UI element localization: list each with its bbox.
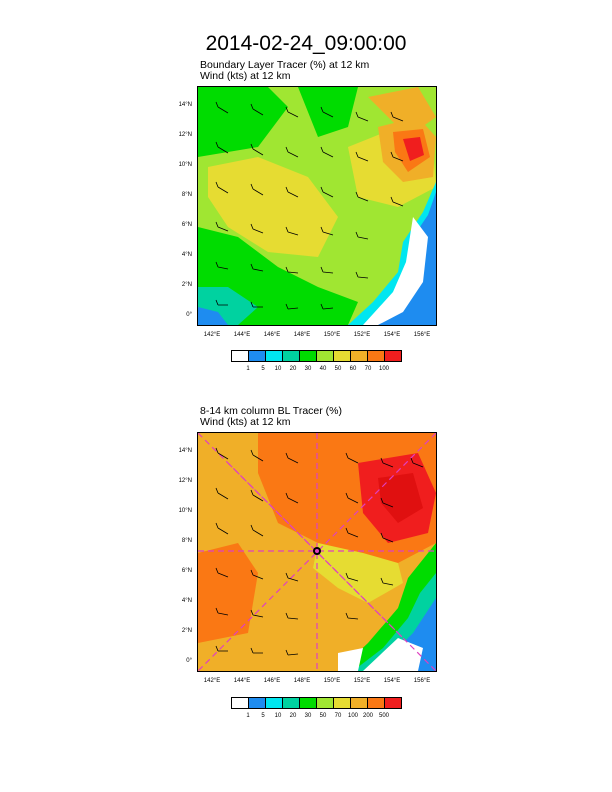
colorbar-label: 1 — [246, 366, 250, 372]
lat-tick: 4°N — [181, 598, 192, 604]
lat-tick: 0° — [186, 658, 192, 664]
lon-tick: 148°E — [293, 332, 311, 338]
lat-tick: 4°N — [181, 252, 192, 258]
lat-tick: 12°N — [178, 478, 192, 484]
lat-tick: 14°N — [178, 102, 192, 108]
color-swatch — [350, 350, 368, 362]
lat-tick: 2°N — [181, 628, 192, 634]
color-swatch — [333, 350, 351, 362]
lon-tick: 146°E — [263, 332, 281, 338]
color-swatch — [231, 697, 249, 709]
top-map — [197, 86, 437, 326]
lon-tick: 154°E — [383, 332, 401, 338]
color-swatch — [248, 350, 266, 362]
color-swatch — [333, 697, 351, 709]
colorbar-label: 5 — [261, 366, 265, 372]
lat-tick: 14°N — [178, 448, 192, 454]
lat-tick: 8°N — [181, 192, 192, 198]
color-swatch — [367, 697, 385, 709]
colorbar-label: 10 — [274, 366, 282, 372]
color-swatch — [265, 697, 283, 709]
lat-tick: 10°N — [178, 508, 192, 514]
lat-tick: 0° — [186, 312, 192, 318]
lon-tick: 156°E — [413, 332, 431, 338]
colorbar-label: 500 — [378, 713, 389, 719]
lon-tick: 152°E — [353, 332, 371, 338]
colorbar-label: 60 — [349, 366, 357, 372]
colorbar-label: 1 — [246, 713, 250, 719]
top-colorbar — [231, 350, 402, 362]
lon-tick: 150°E — [323, 332, 341, 338]
colorbar-label: 100 — [378, 366, 389, 372]
lon-tick: 156°E — [413, 678, 431, 684]
lon-tick: 144°E — [233, 678, 251, 684]
colorbar-label: 70 — [334, 713, 342, 719]
color-swatch — [316, 350, 334, 362]
colorbar-label: 50 — [334, 366, 342, 372]
lon-tick: 148°E — [293, 678, 311, 684]
color-swatch — [231, 350, 249, 362]
color-swatch — [248, 697, 266, 709]
lon-tick: 142°E — [203, 332, 221, 338]
color-swatch — [367, 350, 385, 362]
bottom-colorbar — [231, 697, 402, 709]
colorbar-label: 40 — [319, 366, 327, 372]
color-swatch — [265, 350, 283, 362]
color-swatch — [384, 697, 402, 709]
colorbar-label: 20 — [289, 366, 297, 372]
color-swatch — [282, 350, 300, 362]
color-swatch — [299, 697, 317, 709]
lat-tick: 2°N — [181, 282, 192, 288]
lat-tick: 10°N — [178, 162, 192, 168]
colorbar-label: 5 — [261, 713, 265, 719]
bottom-panel-subtitle: Wind (kts) at 12 km — [200, 416, 291, 428]
bottom-map — [197, 432, 437, 672]
colorbar-label: 30 — [304, 366, 312, 372]
colorbar-label: 20 — [289, 713, 297, 719]
page-title: 2014-02-24_09:00:00 — [205, 32, 407, 55]
bottom-panel-title: 8-14 km column BL Tracer (%) — [200, 405, 342, 417]
color-swatch — [350, 697, 368, 709]
colorbar-label: 50 — [319, 713, 327, 719]
colorbar-label: 10 — [274, 713, 282, 719]
colorbar-label: 100 — [347, 713, 358, 719]
top-panel-title: Boundary Layer Tracer (%) at 12 km — [200, 59, 370, 71]
color-swatch — [384, 350, 402, 362]
lat-tick: 12°N — [178, 132, 192, 138]
color-swatch — [299, 350, 317, 362]
lat-tick: 6°N — [181, 222, 192, 228]
lon-tick: 142°E — [203, 678, 221, 684]
lon-tick: 154°E — [383, 678, 401, 684]
color-swatch — [282, 697, 300, 709]
top-panel-subtitle: Wind (kts) at 12 km — [200, 70, 291, 82]
colorbar-label: 200 — [362, 713, 373, 719]
lat-tick: 6°N — [181, 568, 192, 574]
lon-tick: 150°E — [323, 678, 341, 684]
lon-tick: 146°E — [263, 678, 281, 684]
lat-tick: 8°N — [181, 538, 192, 544]
lon-tick: 152°E — [353, 678, 371, 684]
lon-tick: 144°E — [233, 332, 251, 338]
colorbar-label: 70 — [364, 366, 372, 372]
colorbar-label: 30 — [304, 713, 312, 719]
color-swatch — [316, 697, 334, 709]
